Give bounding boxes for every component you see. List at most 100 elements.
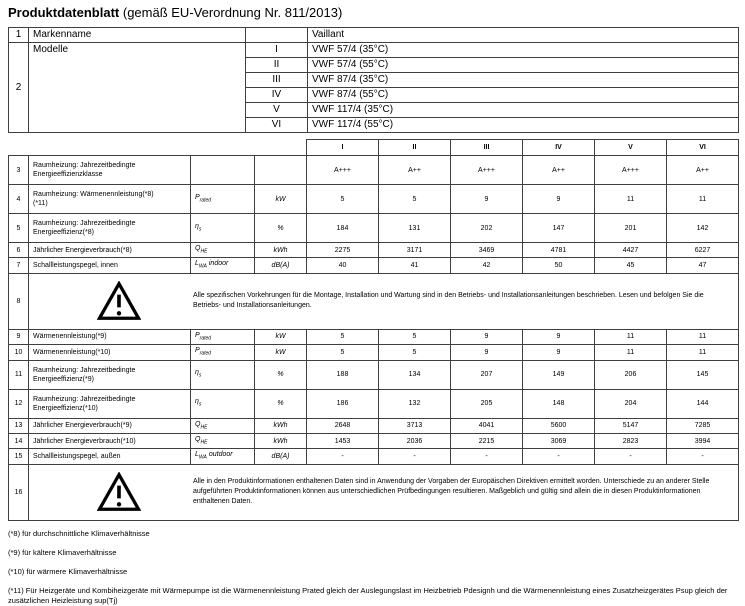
unit-cell: kWh (254, 432, 307, 450)
value-cell: 9 (522, 328, 595, 346)
table-row-brand: 1 Markenname Vaillant (8, 27, 739, 43)
model-name: VWF 87/4 (55°C) (307, 87, 739, 103)
model-index: IV (245, 87, 308, 103)
row-number-cell: 12 (8, 388, 29, 419)
value-cell: 9 (450, 344, 523, 361)
value-cell: 3069 (522, 432, 595, 450)
table-row: 14 Jährlicher Energieverbrauch(*10) QHE … (8, 432, 739, 450)
footnote: (*8) für durchschnittliche Klimaverhältn… (8, 528, 150, 538)
brand-label: Markenname (28, 27, 246, 43)
value-cell: 11 (666, 328, 739, 346)
row-number-cell: 10 (8, 344, 29, 361)
table-row-model: III VWF 87/4 (35°C) (9, 72, 739, 88)
table-row: 11 Raumheizung: Jahrezeitbedingte Energi… (8, 359, 739, 390)
value-cell: 3713 (378, 417, 451, 434)
row-number-cell: 9 (8, 328, 29, 346)
footnote: (*11) Für Heizgeräte und Kombiheizgeräte… (8, 585, 728, 605)
value-cell: A+++ (306, 155, 379, 185)
table-row-model: VI VWF 117/4 (55°C) (9, 117, 739, 133)
value-cell: 5 (378, 328, 451, 346)
value-cell: 2648 (306, 417, 379, 434)
symbol-cell: QHE (190, 241, 255, 259)
value-cell: 184 (306, 213, 379, 243)
specifications-table: I II III IV V VI 3 Raumheizung: Jahrezei… (8, 139, 739, 521)
warning-row: 8 Alle spezifischen Vorkehrungen für die… (8, 272, 739, 330)
table-row: 13 Jährlicher Energieverbrauch(*9) QHE k… (8, 417, 739, 434)
brand-value: Vaillant (307, 27, 739, 43)
model-index: II (245, 57, 308, 73)
value-cell: 5147 (594, 417, 667, 434)
value-cell: A++ (666, 155, 739, 185)
value-cell: 11 (666, 184, 739, 214)
warning-triangle-icon (97, 281, 141, 321)
column-header: II (378, 139, 451, 156)
row-label: Jährlicher Energieverbrauch(*10) (28, 432, 191, 450)
symbol-cell: ηs (190, 359, 255, 390)
row-label: Raumheizung: Wärmenennleistung(*8) (*11) (28, 184, 191, 214)
value-cell: 5 (378, 184, 451, 214)
unit-cell: kWh (254, 241, 307, 259)
page-title-regulation: (gemäß EU-Verordnung Nr. 811/2013) (122, 5, 343, 20)
value-cell: 5 (306, 328, 379, 346)
unit-cell: % (254, 213, 307, 243)
value-cell: 3171 (378, 241, 451, 259)
brand-index-cell (245, 27, 308, 43)
value-cell: A+++ (450, 155, 523, 185)
value-cell: 40 (306, 257, 379, 274)
value-cell: 201 (594, 213, 667, 243)
model-index: VI (245, 117, 308, 133)
column-header: VI (666, 139, 739, 156)
symbol-cell: Prated (190, 344, 255, 361)
value-cell: 2036 (378, 432, 451, 450)
symbol-cell: Prated (190, 184, 255, 214)
value-cell: 9 (522, 344, 595, 361)
value-cell: 202 (450, 213, 523, 243)
column-header: I (306, 139, 379, 156)
symbol-cell: LWA indoor (190, 257, 255, 274)
value-cell: - (522, 448, 595, 465)
row-label: Raumheizung: Jahrezeitbedingte Energieef… (28, 388, 191, 419)
row-label: Schallleistungspegel, außen (28, 448, 191, 465)
footnote: (*9) für kältere Klimaverhältnisse (8, 547, 117, 557)
value-cell: 7285 (666, 417, 739, 434)
value-cell: - (378, 448, 451, 465)
value-cell: 4781 (522, 241, 595, 259)
value-cell: 9 (450, 328, 523, 346)
value-cell: 45 (594, 257, 667, 274)
page-title-main: Produktdatenblatt (8, 5, 120, 20)
column-header: V (594, 139, 667, 156)
table-row: 3 Raumheizung: Jahrezeitbedingte Energie… (8, 155, 739, 185)
value-cell: 144 (666, 388, 739, 419)
value-cell: 9 (450, 184, 523, 214)
value-cell: A++ (378, 155, 451, 185)
warning-cell: Alle in den Produktinformationen enthalt… (28, 463, 739, 521)
table-row: 7 Schallleistungspegel, innen LWA indoor … (8, 257, 739, 274)
unit-cell: % (254, 388, 307, 419)
model-name: VWF 57/4 (35°C) (307, 42, 739, 58)
product-datasheet-page: Produktdatenblatt (gemäß EU-Verordnung N… (8, 5, 739, 605)
column-header: IV (522, 139, 595, 156)
value-cell: 4427 (594, 241, 667, 259)
row-number-cell: 11 (8, 359, 29, 390)
table-row: 5 Raumheizung: Jahrezeitbedingte Energie… (8, 213, 739, 243)
value-cell: 132 (378, 388, 451, 419)
value-cell: 148 (522, 388, 595, 419)
row-number-cell: 8 (8, 272, 29, 330)
value-cell: 11 (594, 328, 667, 346)
symbol-cell: LWA outdoor (190, 448, 255, 465)
symbol-cell: Prated (190, 328, 255, 346)
column-header: III (450, 139, 523, 156)
row-number-cell: 14 (8, 432, 29, 450)
models-label: Modelle (28, 42, 246, 133)
value-cell: A++ (522, 155, 595, 185)
row-number-cell: 5 (8, 213, 29, 243)
row-label: Raumheizung: Jahrezeitbedingte Energieef… (28, 213, 191, 243)
value-cell: 9 (522, 184, 595, 214)
unit-cell: kWh (254, 417, 307, 434)
value-cell: 204 (594, 388, 667, 419)
value-cell: 5 (378, 344, 451, 361)
warning-cell: Alle spezifischen Vorkehrungen für die M… (28, 272, 739, 330)
model-name: VWF 87/4 (35°C) (307, 72, 739, 88)
footnote: (*10) für wärmere Klimaverhältnisse (8, 566, 128, 576)
row-label: Wärmenennleistung(*10) (28, 344, 191, 361)
